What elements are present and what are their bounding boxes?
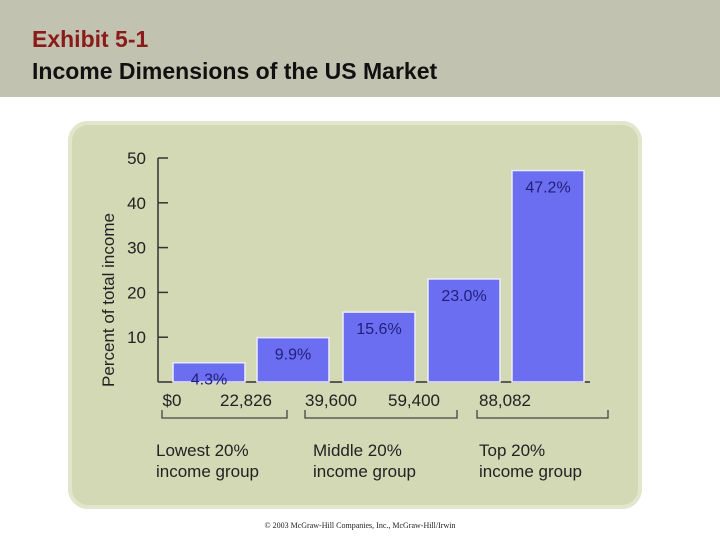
x-boundary-label: 88,082 [479, 391, 531, 410]
bar [342, 311, 416, 383]
group-bracket [161, 410, 288, 419]
group-label-line2: income group [479, 462, 582, 481]
bar [256, 336, 330, 383]
y-tick-label: 10 [127, 328, 146, 347]
title-banner [0, 0, 720, 97]
bar-value-label: 23.0% [441, 288, 486, 305]
exhibit-number: Exhibit 5-1 [32, 26, 149, 52]
y-tick-label: 40 [127, 194, 146, 213]
slide-title: Income Dimensions of the US Market [32, 58, 438, 84]
y-tick-label: 50 [127, 149, 146, 168]
y-tick-label: 30 [127, 239, 146, 258]
bar-value-label: 15.6% [356, 321, 401, 338]
copyright-footer: © 2003 McGraw-Hill Companies, Inc., McGr… [264, 521, 456, 530]
x-boundary-label: 39,600 [305, 391, 357, 410]
y-tick-label: 20 [127, 283, 146, 302]
bar [427, 278, 501, 383]
group-label-line1: Middle 20% [313, 441, 402, 460]
bar [511, 169, 585, 383]
x-boundary-label: 22,826 [220, 391, 272, 410]
y-axis-title: Percent of total income [99, 213, 118, 387]
group-label-line1: Top 20% [479, 441, 545, 460]
bar [172, 361, 246, 383]
group-label-line1: Lowest 20% [156, 441, 249, 460]
bar-value-label: 9.9% [275, 347, 311, 364]
bar-value-label: 47.2% [525, 180, 570, 197]
group-label-line2: income group [156, 462, 259, 481]
bar-value-label: 4.3% [191, 372, 227, 389]
group-label-line2: income group [313, 462, 416, 481]
group-bracket [476, 410, 609, 419]
group-bracket [304, 410, 458, 419]
x-boundary-label: 59,400 [388, 391, 440, 410]
x-boundary-label: $0 [163, 391, 182, 410]
